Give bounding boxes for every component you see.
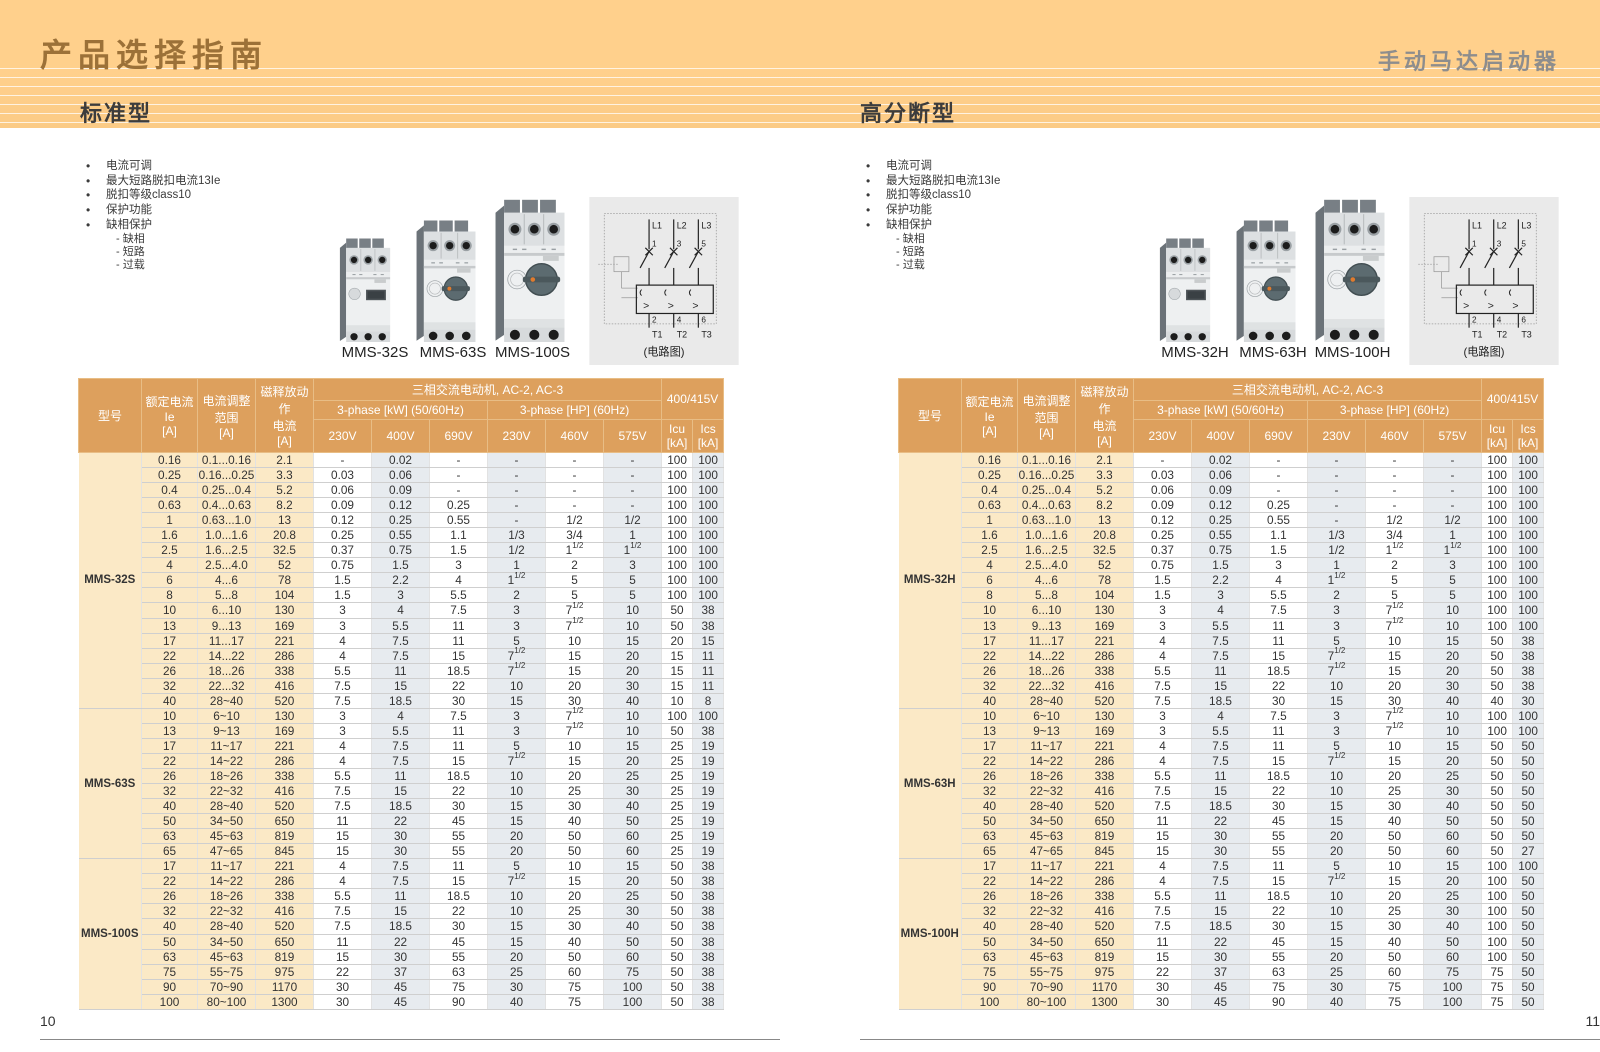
svg-text:T2: T2 [1497, 329, 1507, 339]
svg-text:1: 1 [1472, 239, 1477, 248]
svg-text:4: 4 [1497, 315, 1502, 324]
svg-text:>: > [643, 301, 649, 312]
svg-text:>: > [1488, 301, 1494, 312]
svg-text:2: 2 [1472, 315, 1477, 324]
svg-text:3: 3 [1497, 239, 1502, 248]
svg-text:6: 6 [701, 315, 706, 324]
svg-text:5: 5 [701, 239, 706, 248]
svg-text:3: 3 [677, 239, 682, 248]
svg-text:L3: L3 [701, 220, 711, 230]
svg-text:T3: T3 [701, 329, 711, 339]
svg-text:1: 1 [652, 239, 657, 248]
svg-text:L1: L1 [652, 220, 662, 230]
svg-text:L3: L3 [1521, 220, 1531, 230]
svg-text:>: > [1512, 301, 1518, 312]
svg-text:T1: T1 [1472, 329, 1482, 339]
svg-text:L2: L2 [1497, 220, 1507, 230]
svg-text:(电路图): (电路图) [1463, 344, 1504, 358]
svg-text:(电路图): (电路图) [643, 344, 684, 358]
svg-text:>: > [692, 301, 698, 312]
svg-text:>: > [1463, 301, 1469, 312]
svg-text:4: 4 [677, 315, 682, 324]
svg-text:>: > [668, 301, 674, 312]
svg-text:2: 2 [652, 315, 657, 324]
svg-text:6: 6 [1521, 315, 1526, 324]
svg-text:L1: L1 [1472, 220, 1482, 230]
svg-text:L2: L2 [677, 220, 687, 230]
svg-text:T2: T2 [677, 329, 687, 339]
svg-text:T3: T3 [1521, 329, 1531, 339]
svg-text:T1: T1 [652, 329, 662, 339]
svg-text:5: 5 [1521, 239, 1526, 248]
